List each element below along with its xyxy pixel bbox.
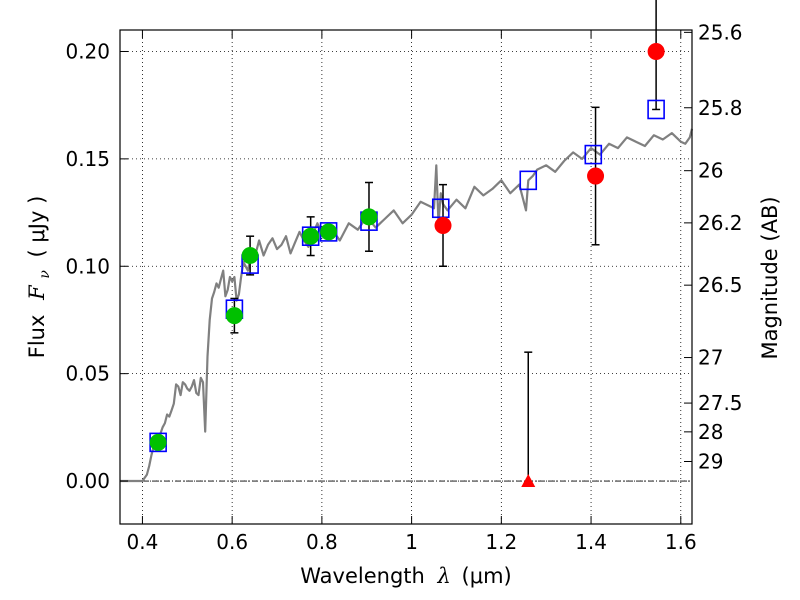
y-axis-label: Flux F ν ( μJy ) — [25, 196, 54, 359]
y-tick-label: 0.05 — [65, 362, 110, 386]
y-tick-label: 0.20 — [65, 39, 110, 63]
x-tick-label: 1.6 — [665, 530, 697, 554]
grid-lines — [120, 30, 692, 524]
model-square-marker — [647, 99, 665, 120]
x-tick-label: 0.4 — [127, 530, 159, 554]
x-axis-label: Wavelength λ (μm) — [300, 564, 511, 588]
y-tick-label: 0.10 — [65, 254, 110, 278]
x-tick-label: 1 — [405, 530, 418, 554]
y2-axis-label: Magnitude (AB) — [758, 196, 782, 359]
photometry-circle-marker — [302, 227, 320, 245]
y2-tick-label: 27.5 — [698, 391, 743, 415]
y2-tick-label: 28 — [698, 420, 723, 444]
y-tick-label: 0.15 — [65, 147, 110, 171]
upper-limit-triangle-marker — [521, 474, 536, 488]
photometry-circle-marker — [320, 223, 338, 241]
spectrum-line — [120, 128, 694, 483]
y2-tick-label: 26 — [698, 159, 723, 183]
y2-tick-label: 25.6 — [698, 20, 743, 44]
y2-tick-label: 29 — [698, 449, 723, 473]
photometry-circle-marker — [434, 216, 452, 234]
y2-tick-label: 27 — [698, 346, 723, 370]
photometry-circle-marker — [241, 247, 259, 265]
photometry-circle-marker — [587, 167, 605, 185]
data-markers — [149, 42, 665, 488]
photometry-circle-marker — [225, 307, 243, 325]
photometry-circle-marker — [647, 42, 665, 60]
error-bars — [230, 0, 661, 482]
x-tick-label: 1.4 — [575, 530, 607, 554]
y2-tick-label: 26.5 — [698, 273, 743, 297]
x-tick-label: 1.2 — [485, 530, 517, 554]
model-square-marker — [519, 170, 538, 191]
y2-tick-label: 26.2 — [698, 211, 743, 235]
y-tick-label: 0.00 — [65, 469, 110, 493]
photometry-circle-marker — [149, 433, 167, 451]
model-square-marker — [584, 144, 603, 165]
y2-tick-label: 25.8 — [698, 96, 743, 120]
x-tick-label: 0.8 — [306, 530, 338, 554]
model-spectrum — [120, 128, 694, 483]
plot-frame — [119, 29, 693, 525]
axis-ticks: 0.4 0.6 0.8 1 1.2 1.4 1.6 0.00 0.05 0.10 0.15 0.20 2… — [65, 20, 742, 554]
photometry-circle-marker — [360, 208, 378, 226]
x-tick-label: 0.6 — [216, 530, 248, 554]
